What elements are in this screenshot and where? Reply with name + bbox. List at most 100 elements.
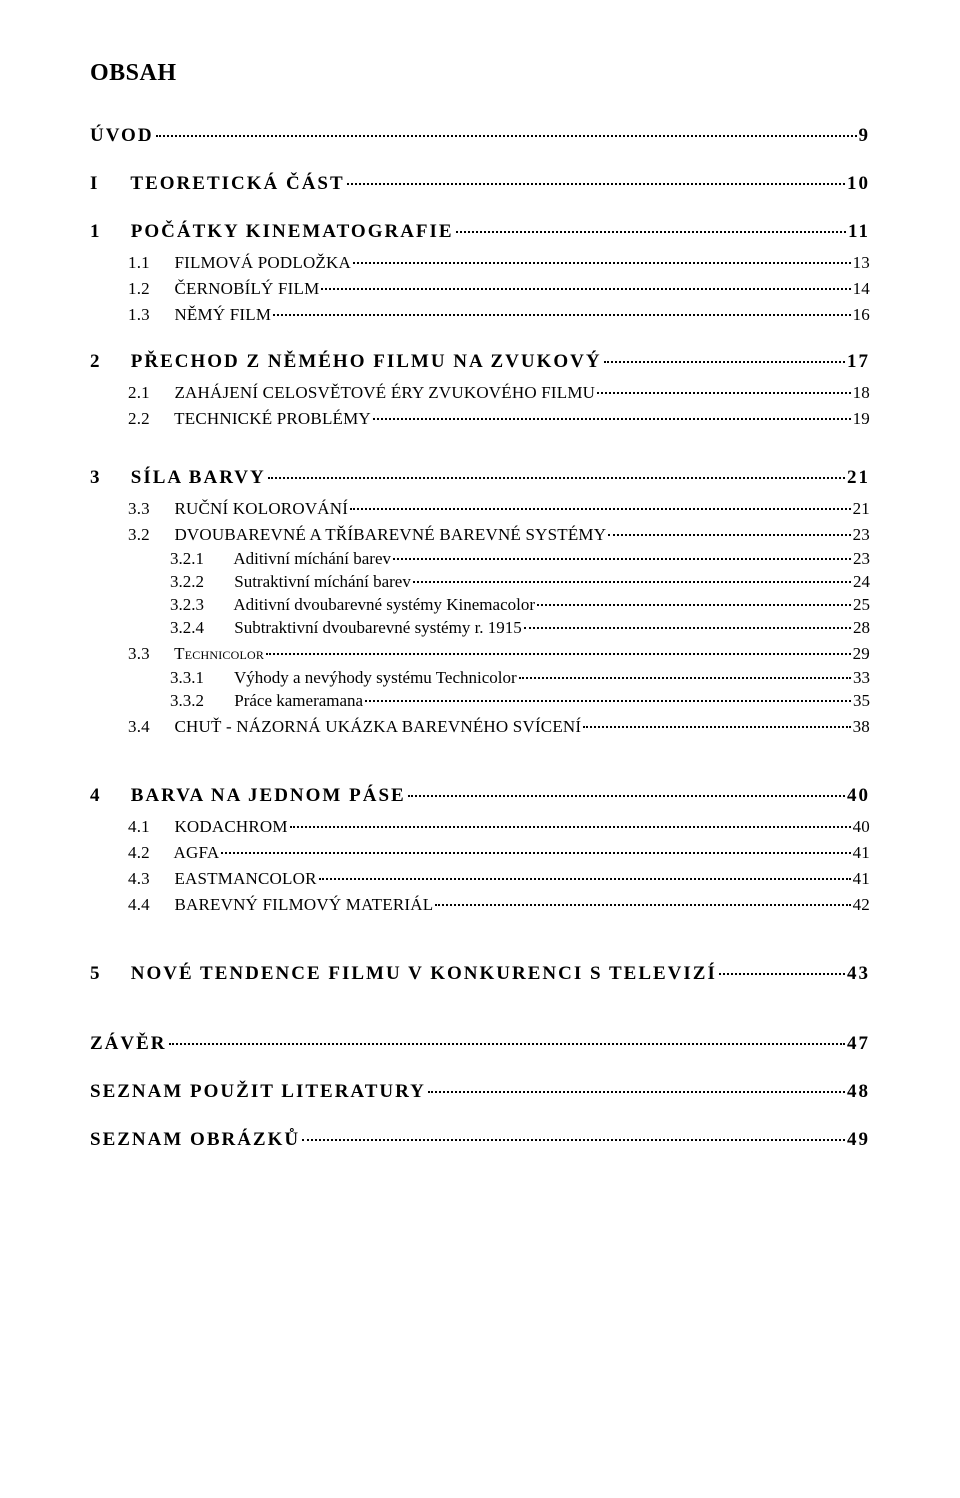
toc-leader-dots [719, 973, 845, 975]
toc-entry-page: 19 [853, 409, 870, 429]
toc-entry-text: SÍLA BARVY [131, 467, 266, 488]
toc-entry-text: SEZNAM OBRÁZKŮ [90, 1129, 300, 1150]
toc-leader-dots [393, 558, 851, 560]
toc-entry-number: 3.3 [128, 499, 170, 519]
toc-entry-label: 3.3.1 Výhody a nevýhody systému Technico… [170, 668, 517, 688]
toc-entry: 3.2.4 Subtraktivní dvoubarevné systémy r… [90, 618, 870, 638]
toc-entry-label: 3.2.4 Subtraktivní dvoubarevné systémy r… [170, 618, 522, 638]
toc-entry-label: ÚVOD [90, 125, 154, 147]
toc-entry: 3.3.1 Výhody a nevýhody systému Technico… [90, 668, 870, 688]
toc-entry-page: 49 [847, 1129, 870, 1151]
toc-entry-page: 23 [853, 549, 870, 569]
toc-entry-number: 2.2 [128, 409, 170, 429]
toc-entry: 3.2.2 Sutraktivní míchání barev24 [90, 572, 870, 592]
toc-entry-text: Aditivní dvoubarevné systémy Kinemacolor [233, 595, 535, 614]
toc-entry-text: BARVA NA JEDNOM PÁSE [131, 785, 406, 806]
toc-entry-label: 4.1 KODACHROM [128, 817, 288, 837]
toc-leader-dots [408, 795, 845, 797]
toc-entry-label: ZÁVĚR [90, 1033, 167, 1055]
toc-leader-dots [268, 477, 845, 479]
toc-entry-number: 4.1 [128, 817, 170, 837]
toc-entry: 2.1 ZAHÁJENÍ CELOSVĚTOVÉ ÉRY ZVUKOVÉHO F… [90, 383, 870, 403]
toc-entry-number: 2 [90, 351, 124, 373]
toc-entry-label: I TEORETICKÁ ČÁST [90, 173, 345, 195]
toc-entry-label: 5 NOVÉ TENDENCE FILMU V KONKURENCI S TEL… [90, 963, 717, 985]
toc-entry-page: 47 [847, 1033, 870, 1055]
toc-leader-dots [597, 392, 850, 394]
toc-entry: 4.2 AGFA41 [90, 843, 870, 863]
toc-entry-label: 1.3 NĚMÝ FILM [128, 305, 271, 325]
toc-entry-number: 3.2.3 [170, 595, 230, 615]
toc-entry-text: DVOUBAREVNÉ A TŘÍBAREVNÉ BAREVNÉ SYSTÉMY [174, 525, 606, 544]
toc-entry-text: RUČNÍ KOLOROVÁNÍ [174, 499, 348, 518]
toc-entry: ÚVOD 9 [90, 125, 870, 147]
toc-entry-text: NĚMÝ FILM [174, 305, 271, 324]
toc-entry-number: 3.3.2 [170, 691, 230, 711]
toc-entry-page: 41 [853, 869, 870, 889]
toc-entry-page: 28 [853, 618, 870, 638]
toc-leader-dots [347, 183, 845, 185]
toc-entry: 3.3.2 Práce kameramana35 [90, 691, 870, 711]
toc-entry-page: 21 [847, 467, 870, 489]
toc-entry-number: 1.2 [128, 279, 170, 299]
toc-entry-number: 1 [90, 221, 124, 243]
toc-leader-dots [290, 826, 851, 828]
toc-entry-label: 3.2 DVOUBAREVNÉ A TŘÍBAREVNÉ BAREVNÉ SYS… [128, 525, 606, 545]
toc-entry-page: 24 [853, 572, 870, 592]
toc-entry-text: Technicolor [174, 644, 264, 663]
toc-entry-text: POČÁTKY KINEMATOGRAFIE [131, 221, 454, 242]
toc-entry-number: 3.3.1 [170, 668, 230, 688]
toc-entry: 3.3 Technicolor 29 [90, 644, 870, 664]
toc-entry-page: 33 [853, 668, 870, 688]
toc-entry-label: 3.3 RUČNÍ KOLOROVÁNÍ [128, 499, 348, 519]
toc-entry-label: 4.4 BAREVNÝ FILMOVÝ MATERIÁL [128, 895, 433, 915]
toc-leader-dots [456, 231, 846, 233]
toc-entry-number: 3.2.1 [170, 549, 230, 569]
toc-entry-label: 4 BARVA NA JEDNOM PÁSE [90, 785, 406, 807]
toc-entry-text: Aditivní míchání barev [233, 549, 391, 568]
toc-entry-page: 43 [847, 963, 870, 985]
toc-leader-dots [319, 878, 851, 880]
toc-entry-text: KODACHROM [174, 817, 287, 836]
toc-entry-text: NOVÉ TENDENCE FILMU V KONKURENCI S TELEV… [131, 963, 717, 984]
toc-entry-text: ČERNOBÍLÝ FILM [174, 279, 319, 298]
toc-leader-dots [373, 418, 851, 420]
toc-entry-page: 18 [853, 383, 870, 403]
toc-entry-label: 1.1 FILMOVÁ PODLOŽKA [128, 253, 351, 273]
toc-leader-dots [604, 361, 845, 363]
toc-entry-number: 1.1 [128, 253, 170, 273]
toc-entry: 3 SÍLA BARVY21 [90, 467, 870, 489]
toc-entry-page: 25 [853, 595, 870, 615]
toc-entry-page: 35 [853, 691, 870, 711]
toc-entry-page: 9 [859, 125, 871, 147]
toc-entry: 3.3 RUČNÍ KOLOROVÁNÍ21 [90, 499, 870, 519]
toc-entry: 3.2.1 Aditivní míchání barev 23 [90, 549, 870, 569]
toc-entry-number: I [90, 173, 124, 195]
toc-entry: 5 NOVÉ TENDENCE FILMU V KONKURENCI S TEL… [90, 963, 870, 985]
toc-entry-number: 3.4 [128, 717, 170, 737]
toc-entry: 3.2 DVOUBAREVNÉ A TŘÍBAREVNÉ BAREVNÉ SYS… [90, 525, 870, 545]
toc-entry-page: 38 [853, 717, 870, 737]
toc-entry-text: ÚVOD [90, 125, 154, 146]
toc-leader-dots [365, 700, 851, 702]
toc-entry-text: FILMOVÁ PODLOŽKA [174, 253, 351, 272]
toc-entry: 4.4 BAREVNÝ FILMOVÝ MATERIÁL42 [90, 895, 870, 915]
toc-entry-text: BAREVNÝ FILMOVÝ MATERIÁL [174, 895, 433, 914]
toc-entry-number: 3.2.2 [170, 572, 230, 592]
toc-leader-dots [221, 852, 850, 854]
toc-entry-number: 3.3 [128, 644, 170, 664]
toc-entry-label: SEZNAM OBRÁZKŮ [90, 1129, 300, 1151]
toc-entry: 4.3 EASTMANCOLOR41 [90, 869, 870, 889]
toc-entry-number: 5 [90, 963, 124, 985]
toc-entry: 1.3 NĚMÝ FILM16 [90, 305, 870, 325]
toc-entry-page: 29 [853, 644, 870, 664]
toc-entry-label: 3.4 CHUŤ - NÁZORNÁ UKÁZKA BAREVNÉHO SVÍC… [128, 717, 581, 737]
toc-entry: 3.2.3 Aditivní dvoubarevné systémy Kinem… [90, 595, 870, 615]
toc-leader-dots [156, 135, 857, 137]
toc-entry-page: 14 [853, 279, 870, 299]
toc-entry-page: 23 [853, 525, 870, 545]
toc-leader-dots [524, 627, 851, 629]
toc-entry-page: 10 [847, 173, 870, 195]
toc-entry-page: 41 [853, 843, 870, 863]
toc-leader-dots [273, 314, 850, 316]
